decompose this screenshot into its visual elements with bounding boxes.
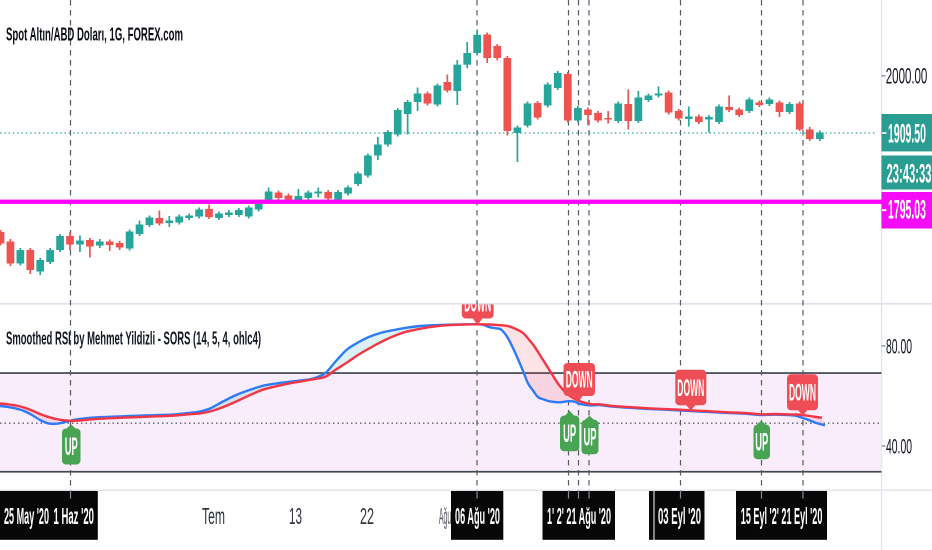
- svg-text:1795.03: 1795.03: [888, 195, 926, 225]
- svg-text:Spot Altın/ABD Doları, 1G, FOR: Spot Altın/ABD Doları, 1G, FOREX.com: [6, 25, 183, 45]
- svg-text:Ağu: Ağu: [439, 503, 451, 529]
- svg-text:DOWN: DOWN: [464, 291, 491, 318]
- svg-text:22: 22: [360, 503, 374, 529]
- svg-text:DOWN: DOWN: [789, 380, 816, 407]
- svg-text:40.00: 40.00: [886, 436, 912, 459]
- svg-text:2000.00: 2000.00: [886, 64, 928, 89]
- svg-text:UP: UP: [755, 428, 768, 456]
- svg-text:1909.50: 1909.50: [888, 119, 926, 149]
- svg-text:80.00: 80.00: [886, 336, 912, 359]
- svg-text:1' 2' 21 Ağu '20: 1' 2' 21 Ağu '20: [547, 503, 611, 529]
- svg-text:Smoothed RSI by Mehmet Yildizl: Smoothed RSI by Mehmet Yildizli - SORS (…: [6, 329, 261, 349]
- svg-text:UP: UP: [563, 420, 576, 448]
- svg-text:13: 13: [289, 503, 302, 529]
- svg-text:UP: UP: [65, 433, 78, 461]
- svg-text:DOWN: DOWN: [566, 367, 593, 394]
- svg-text:UP: UP: [584, 424, 597, 452]
- svg-text:DOWN: DOWN: [677, 375, 704, 402]
- svg-text:03 Eyl '20: 03 Eyl '20: [658, 503, 701, 529]
- svg-text:06 Ağu '20: 06 Ağu '20: [455, 503, 500, 529]
- svg-text:25 May '20: 25 May '20: [4, 503, 49, 529]
- svg-text:1 Haz '20: 1 Haz '20: [54, 503, 95, 529]
- svg-text:15 Eyl '2' 21 Eyl '20: 15 Eyl '2' 21 Eyl '20: [741, 503, 823, 529]
- svg-text:Tem: Tem: [202, 503, 225, 529]
- svg-text:23:43:33: 23:43:33: [887, 158, 932, 188]
